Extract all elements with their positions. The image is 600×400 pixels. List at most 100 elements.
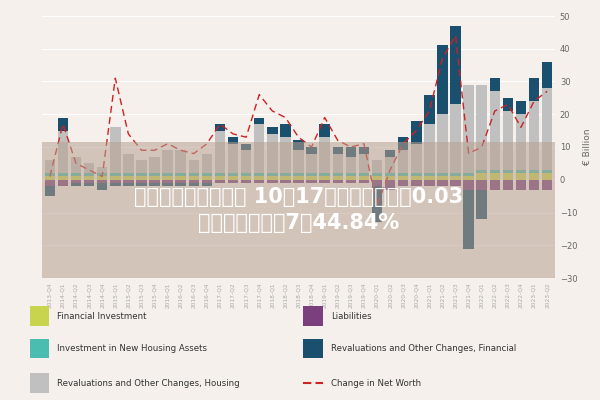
Bar bbox=[84, 173, 94, 176]
Bar bbox=[385, 176, 395, 180]
Text: Liabilities: Liabilities bbox=[331, 312, 371, 320]
Bar bbox=[503, 98, 513, 111]
Bar bbox=[542, 173, 553, 180]
Bar bbox=[437, 180, 448, 186]
Bar bbox=[58, 180, 68, 186]
Bar bbox=[215, 180, 225, 183]
Bar bbox=[476, 85, 487, 170]
Bar bbox=[110, 127, 121, 173]
Bar bbox=[398, 173, 409, 176]
FancyBboxPatch shape bbox=[42, 142, 555, 278]
Bar bbox=[163, 150, 173, 173]
Bar bbox=[241, 173, 251, 176]
Bar bbox=[267, 173, 278, 176]
Bar bbox=[293, 180, 304, 183]
Bar bbox=[516, 114, 526, 170]
Bar bbox=[346, 173, 356, 176]
Bar bbox=[136, 183, 146, 186]
Bar bbox=[332, 176, 343, 180]
Bar bbox=[202, 180, 212, 183]
Bar bbox=[516, 101, 526, 114]
Bar bbox=[346, 157, 356, 173]
Bar bbox=[424, 94, 434, 124]
Bar bbox=[542, 170, 553, 173]
Bar bbox=[503, 180, 513, 190]
Bar bbox=[424, 180, 434, 186]
Bar bbox=[411, 144, 422, 173]
Bar bbox=[215, 173, 225, 176]
Bar bbox=[293, 173, 304, 176]
Bar bbox=[29, 373, 49, 393]
Bar bbox=[411, 176, 422, 180]
Text: 靠谱的炕股配资平台 10月17日紫銀转傖下跃0.03
％，转股溢价率7丸44.84%: 靠谱的炕股配资平台 10月17日紫銀转傖下跃0.03 ％，转股溢价率7丸44.8… bbox=[134, 187, 463, 233]
Bar bbox=[29, 306, 49, 326]
Bar bbox=[149, 183, 160, 186]
Bar bbox=[372, 160, 382, 173]
Bar bbox=[529, 101, 539, 170]
Bar bbox=[58, 131, 68, 173]
Bar bbox=[188, 183, 199, 186]
Bar bbox=[542, 62, 553, 88]
Bar bbox=[490, 173, 500, 180]
Bar bbox=[254, 124, 265, 173]
Bar bbox=[307, 176, 317, 180]
Bar bbox=[424, 176, 434, 180]
Bar bbox=[411, 173, 422, 176]
Bar bbox=[437, 173, 448, 176]
Bar bbox=[476, 190, 487, 219]
Bar bbox=[136, 180, 146, 183]
Bar bbox=[188, 180, 199, 183]
Bar bbox=[175, 150, 186, 173]
Bar bbox=[149, 157, 160, 173]
Bar bbox=[303, 339, 323, 358]
Bar bbox=[123, 183, 134, 186]
Bar bbox=[332, 173, 343, 176]
Bar bbox=[215, 131, 225, 173]
Bar bbox=[280, 137, 290, 173]
Bar bbox=[241, 150, 251, 173]
Bar bbox=[254, 118, 265, 124]
Bar bbox=[359, 180, 369, 183]
Bar bbox=[163, 183, 173, 186]
Bar bbox=[319, 180, 330, 183]
Bar bbox=[44, 173, 55, 176]
Bar bbox=[398, 176, 409, 180]
Bar bbox=[293, 176, 304, 180]
Bar bbox=[228, 137, 238, 144]
Bar bbox=[97, 183, 107, 190]
Bar bbox=[319, 176, 330, 180]
Bar bbox=[97, 173, 107, 176]
Bar bbox=[319, 173, 330, 176]
Bar bbox=[463, 176, 474, 180]
Bar bbox=[385, 173, 395, 176]
Bar bbox=[332, 180, 343, 183]
Bar bbox=[372, 186, 382, 222]
Bar bbox=[385, 150, 395, 157]
Bar bbox=[542, 88, 553, 170]
Bar bbox=[332, 154, 343, 173]
Text: Investment in New Housing Assets: Investment in New Housing Assets bbox=[58, 344, 208, 353]
Bar bbox=[110, 176, 121, 180]
Bar bbox=[228, 180, 238, 183]
Bar bbox=[346, 176, 356, 180]
Bar bbox=[267, 176, 278, 180]
Bar bbox=[451, 180, 461, 186]
Bar bbox=[372, 180, 382, 186]
Bar bbox=[84, 183, 94, 186]
Bar bbox=[529, 78, 539, 101]
Bar bbox=[58, 173, 68, 176]
Bar bbox=[437, 114, 448, 173]
Bar bbox=[437, 176, 448, 180]
Bar bbox=[175, 183, 186, 186]
Bar bbox=[123, 176, 134, 180]
Bar bbox=[84, 180, 94, 183]
Bar bbox=[175, 176, 186, 180]
Bar bbox=[136, 173, 146, 176]
Bar bbox=[385, 157, 395, 173]
Bar bbox=[228, 176, 238, 180]
Bar bbox=[346, 147, 356, 157]
Bar bbox=[319, 137, 330, 173]
Bar bbox=[280, 176, 290, 180]
Bar bbox=[163, 176, 173, 180]
Bar bbox=[424, 124, 434, 173]
